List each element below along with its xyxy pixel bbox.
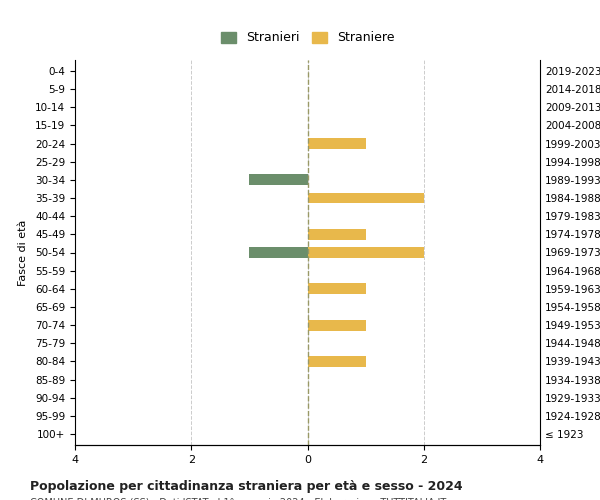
Y-axis label: Fasce di età: Fasce di età	[18, 220, 28, 286]
Bar	[308, 284, 365, 294]
Bar	[250, 247, 308, 258]
Legend: Stranieri, Straniere: Stranieri, Straniere	[217, 28, 398, 48]
Text: Popolazione per cittadinanza straniera per età e sesso - 2024: Popolazione per cittadinanza straniera p…	[30, 480, 463, 493]
Text: COMUNE DI MUROS (SS) - Dati ISTAT al 1° gennaio 2024 - Elaborazione TUTTITALIA.I: COMUNE DI MUROS (SS) - Dati ISTAT al 1° …	[30, 498, 446, 500]
Bar	[308, 229, 365, 240]
Bar	[250, 174, 308, 186]
Bar	[308, 356, 365, 367]
Bar	[308, 320, 365, 330]
Bar	[308, 138, 365, 149]
Bar	[308, 247, 424, 258]
Bar	[308, 192, 424, 203]
